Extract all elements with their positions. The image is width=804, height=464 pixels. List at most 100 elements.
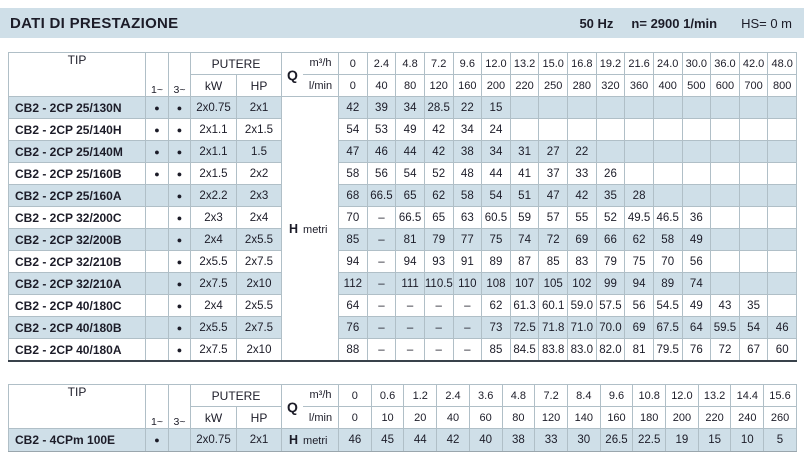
head-value: 28.5	[423, 96, 454, 119]
head-value: 77	[452, 228, 483, 251]
head-value	[652, 140, 683, 163]
three-phase-cell: ●	[168, 272, 191, 295]
head-value: 52	[595, 206, 626, 229]
head-value: 51	[509, 184, 540, 207]
head-value: 49.5	[624, 206, 654, 229]
head-value: 107	[509, 272, 540, 295]
three-phase-cell: ●	[168, 316, 191, 339]
hp-header: HP	[236, 406, 282, 429]
head-value: 57.5	[595, 294, 626, 317]
head-value	[652, 184, 683, 207]
table-row: CB2 - 2CP 40/180C ● 2x4 2x5.5 64– – – –62 61.3 60…	[8, 294, 798, 317]
single-phase-dot: ●	[154, 124, 160, 135]
flow-lmin-value: 220	[697, 406, 732, 429]
head-value: 85	[538, 250, 569, 273]
hp-value: 2x3	[236, 184, 282, 207]
flow-lmin-value: 220	[509, 74, 540, 97]
head-value: 108	[481, 272, 511, 295]
head-value: 26.5	[599, 428, 634, 452]
single-phase-cell: ●	[145, 118, 169, 141]
single-phase-cell	[145, 338, 169, 362]
head-symbol: H	[289, 221, 299, 236]
head-value	[538, 118, 569, 141]
head-value	[624, 118, 654, 141]
head-value: –	[423, 338, 454, 362]
flow-lmin-value: 10	[370, 406, 405, 429]
three-phase-cell: ●	[168, 140, 191, 163]
head-value	[738, 140, 769, 163]
head-value: 22	[567, 140, 597, 163]
head-value: 46	[767, 316, 798, 339]
hp-value: 2x10	[236, 272, 282, 295]
head-value	[767, 250, 798, 273]
three-phase-header: 3~	[168, 384, 191, 429]
hp-value: 2x2	[236, 162, 282, 185]
head-value: 112	[338, 272, 368, 295]
head-value: 79	[595, 250, 626, 273]
head-value: 81	[395, 228, 425, 251]
head-value: –	[395, 294, 425, 317]
kw-value: 2x1.1	[190, 140, 237, 163]
head-value	[738, 228, 769, 251]
flow-lmin-value: 360	[624, 74, 654, 97]
head-value: 54.5	[652, 294, 683, 317]
head-value: 75	[624, 250, 654, 273]
head-value: 19	[665, 428, 699, 452]
flow-lmin-value: 20	[403, 406, 438, 429]
head-value: –	[366, 338, 397, 362]
flow-m3h-value: 4.8	[395, 52, 425, 75]
head-value: 70	[338, 206, 368, 229]
head-value	[710, 96, 740, 119]
head-value	[767, 228, 798, 251]
head-value: 57	[538, 206, 569, 229]
three-phase-dot: ●	[176, 344, 183, 355]
flow-m3h-value: 16.8	[567, 52, 597, 75]
head-value: 74	[509, 228, 540, 251]
head-value: 46	[366, 140, 397, 163]
head-value: 94	[338, 250, 368, 273]
head-value: 62	[423, 184, 454, 207]
head-value: 65	[395, 184, 425, 207]
pump-model: CB2 - 2CP 40/180C	[8, 294, 146, 317]
table-row: CB2 - 2CP 25/140M ● ● 2x1.1 1.5 47 46 44 42 38 34 3…	[8, 140, 798, 163]
head-value: 54	[481, 184, 511, 207]
three-phase-cell: ●	[168, 250, 191, 273]
head-value: 111	[395, 272, 425, 295]
head-value: 40	[468, 428, 503, 452]
single-phase-cell	[145, 250, 169, 273]
flow-m3h-value: 2.4	[366, 52, 397, 75]
head-value: 42	[567, 184, 597, 207]
pump-model: CB2 - 2CP 25/160A	[8, 184, 146, 207]
head-value: 56	[366, 162, 397, 185]
head-value: –	[395, 316, 425, 339]
table-row: CB2 - 2CP 32/210A ● 2x7.5 2x10 112–111 110.5 1…	[8, 272, 798, 295]
head-value	[652, 162, 683, 185]
head-value: 82.0	[595, 338, 626, 362]
head-value	[710, 250, 740, 273]
kw-value: 2x0.75	[190, 96, 237, 119]
kw-value: 2x4	[190, 228, 237, 251]
flow-m3h-value: 30.0	[681, 52, 712, 75]
head-value: 5	[763, 428, 797, 452]
pump-model: CB2 - 2CP 32/210A	[8, 272, 146, 295]
single-phase-cell: ●	[145, 428, 169, 452]
head-value: 44	[395, 140, 425, 163]
flow-m3h-value: 0	[338, 52, 368, 75]
flow-m3h-value: 10.8	[632, 384, 667, 407]
head-value: 47	[538, 184, 569, 207]
three-phase-dot: ●	[176, 146, 183, 157]
flow-lmin-value: 400	[652, 74, 683, 97]
pump-model: CB2 - 2CP 25/140H	[8, 118, 146, 141]
head-value: 83.8	[538, 338, 569, 362]
hp-value: 2x7.5	[236, 250, 282, 273]
head-value	[710, 228, 740, 251]
flow-lmin-value: 500	[681, 74, 712, 97]
flow-m3h-value: 8.4	[566, 384, 601, 407]
head-value: 46	[338, 428, 372, 452]
head-value	[681, 184, 712, 207]
head-value: 84.5	[509, 338, 540, 362]
table-row: CB2 - 2CP 25/160B ● ● 2x1.5 2x2 58 56 54 52 48 44 4…	[8, 162, 798, 185]
flow-lmin-value: 40	[436, 406, 470, 429]
